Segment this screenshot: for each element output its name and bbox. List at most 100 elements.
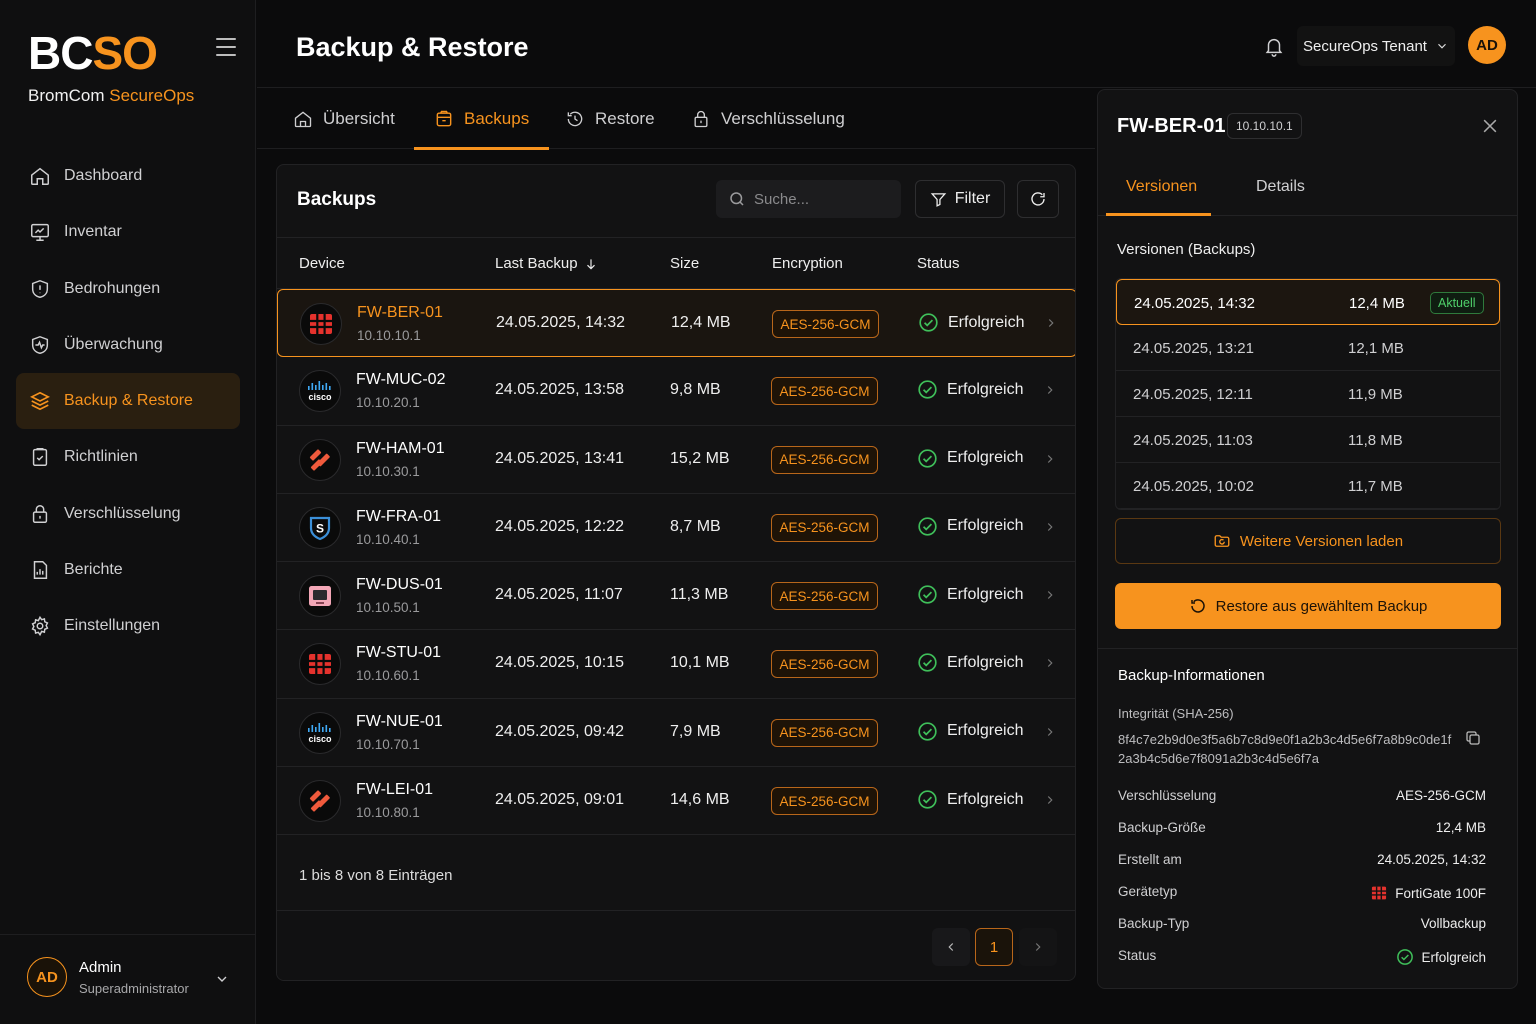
info-row: Erstellt am 24.05.2025, 14:32: [1118, 852, 1486, 867]
sidebar-item-verschluesselung[interactable]: Verschlüsselung: [16, 486, 240, 542]
cisco-icon: cisco: [299, 711, 341, 754]
column-encryption[interactable]: Encryption: [772, 255, 843, 272]
chevron-right-icon[interactable]: [1043, 725, 1057, 744]
archive-icon: [436, 110, 452, 127]
version-row[interactable]: 24.05.2025, 14:32 12,4 MB Aktuell: [1116, 279, 1500, 325]
clipboard-icon: [28, 445, 52, 469]
copy-icon[interactable]: [1464, 729, 1482, 752]
avatar[interactable]: AD: [1468, 26, 1506, 64]
status-cell: Erfolgreich: [917, 584, 1023, 605]
sidebar-item-richtlinien[interactable]: Richtlinien: [16, 429, 240, 485]
menu-icon[interactable]: [216, 38, 236, 56]
device-ip: 10.10.60.1: [356, 668, 420, 684]
tab-details[interactable]: Details: [1256, 178, 1305, 195]
next-page-button[interactable]: [1019, 928, 1057, 966]
arrow-down-icon: [586, 259, 595, 270]
pagination: 1: [277, 910, 1075, 980]
table-row[interactable]: FW-BER-01 10.10.10.1 24.05.2025, 14:32 12,4…: [277, 289, 1075, 358]
version-row[interactable]: 24.05.2025, 12:11 11,9 MB: [1116, 371, 1500, 417]
status-cell: Erfolgreich: [917, 652, 1023, 673]
info-value: 12,4 MB: [1435, 820, 1486, 835]
chevron-down-icon[interactable]: [214, 971, 230, 992]
column-size[interactable]: Size: [670, 255, 700, 272]
table-row[interactable]: FW-HAM-01 10.10.30.1 24.05.2025, 13:41 15,2…: [277, 426, 1075, 494]
sidebar-item-bedrohungen[interactable]: Bedrohungen: [16, 261, 240, 317]
filter-button[interactable]: Filter: [915, 180, 1005, 218]
sidebar-item-einstellungen[interactable]: Einstellungen: [16, 598, 240, 654]
table-row[interactable]: FW-DUS-01 10.10.50.1 24.05.2025, 11:07 11,3…: [277, 562, 1075, 631]
table-row[interactable]: FW-STU-01 10.10.60.1 24.05.2025, 10:15 10,1…: [277, 630, 1075, 699]
close-icon[interactable]: [1480, 116, 1500, 141]
sidebar-item-berichte[interactable]: Berichte: [16, 542, 240, 598]
sidebar-item-dashboard[interactable]: Dashboard: [16, 148, 240, 204]
active-tab-indicator: [1106, 213, 1211, 216]
info-row: Verschlüsselung AES-256-GCM: [1118, 788, 1486, 803]
user-name: Admin: [79, 959, 122, 976]
fortinet-icon: [299, 643, 341, 686]
backup-size: 14,6 MB: [670, 791, 730, 809]
version-row[interactable]: 24.05.2025, 11:03 11,8 MB: [1116, 417, 1500, 463]
sidebar: BCSO BromCom SecureOps Dashboard Inventa…: [0, 0, 256, 1024]
chevron-right-icon[interactable]: [1043, 656, 1057, 675]
last-backup-date: 24.05.2025, 09:01: [495, 791, 625, 809]
panel-device-name: FW-BER-01: [1117, 115, 1226, 137]
tab-verschluesselung[interactable]: Verschlüsselung: [691, 89, 845, 149]
version-row[interactable]: 24.05.2025, 13:21 12,1 MB: [1116, 325, 1500, 371]
tab-versionen[interactable]: Versionen: [1126, 178, 1198, 195]
sidebar-item-backup-restore[interactable]: Backup & Restore: [16, 373, 240, 430]
check-circle-icon: [918, 380, 937, 399]
brand-logo[interactable]: BCSO: [28, 27, 158, 79]
user-role: Superadministrator: [79, 981, 189, 996]
chevron-right-icon: [1035, 943, 1041, 951]
info-title: Backup-Informationen: [1118, 667, 1265, 684]
search-box[interactable]: [716, 180, 901, 218]
prev-page-button[interactable]: [932, 928, 970, 966]
restore-button[interactable]: Restore aus gewähltem Backup: [1115, 583, 1501, 629]
status-cell: Erfolgreich: [918, 312, 1024, 333]
svg-text:S: S: [316, 521, 324, 535]
bell-icon[interactable]: [1263, 34, 1285, 63]
column-device[interactable]: Device: [299, 255, 345, 272]
check-circle-icon: [919, 313, 938, 332]
version-row[interactable]: 24.05.2025, 10:02 11,7 MB: [1116, 463, 1500, 509]
table-row[interactable]: S FW-FRA-01 10.10.40.1 24.05.2025, 12:22 8,7…: [277, 494, 1075, 563]
version-date: 24.05.2025, 12:11: [1133, 386, 1253, 403]
encryption-badge: AES-256-GCM: [771, 718, 878, 747]
table-row[interactable]: cisco FW-NUE-01 10.10.70.1 24.05.2025, 09:4…: [277, 699, 1075, 768]
encryption-badge: AES-256-GCM: [771, 445, 878, 474]
last-backup-date: 24.05.2025, 09:42: [495, 722, 625, 740]
home-icon: [294, 111, 312, 128]
load-more-versions-button[interactable]: Weitere Versionen laden: [1115, 518, 1501, 564]
version-date: 24.05.2025, 10:02: [1133, 478, 1254, 495]
tenant-selector[interactable]: SecureOps Tenant: [1297, 26, 1455, 66]
search-input[interactable]: [754, 190, 894, 208]
last-backup-date: 24.05.2025, 12:22: [495, 517, 625, 535]
chevron-right-icon[interactable]: [1043, 520, 1057, 539]
sidebar-item-label: Bedrohungen: [64, 279, 161, 297]
column-status[interactable]: Status: [917, 255, 960, 272]
table-row[interactable]: cisco FW-MUC-02 10.10.20.1 24.05.2025, 13:5…: [277, 357, 1075, 426]
chevron-right-icon[interactable]: [1043, 383, 1057, 402]
page-button-current[interactable]: 1: [975, 928, 1013, 966]
table-row[interactable]: FW-LEI-01 10.10.80.1 24.05.2025, 09:01 14,6…: [277, 767, 1075, 836]
chevron-right-icon[interactable]: [1043, 793, 1057, 812]
info-value: Vollbackup: [1420, 916, 1486, 931]
tab-restore[interactable]: Restore: [565, 89, 655, 149]
tab-uebersicht[interactable]: Übersicht: [293, 89, 395, 149]
user-menu[interactable]: AD Admin Superadministrator: [0, 934, 256, 1024]
status-text: Erfolgreich: [947, 722, 1024, 740]
versions-list: 24.05.2025, 14:32 12,4 MB Aktuell 24.05.202…: [1115, 278, 1501, 510]
tab-backups[interactable]: Backups: [413, 89, 550, 150]
chevron-right-icon[interactable]: [1043, 588, 1057, 607]
current-badge: Aktuell: [1430, 292, 1484, 314]
sidebar-item-ueberwachung[interactable]: Überwachung: [16, 317, 240, 373]
backup-size: 11,3 MB: [670, 586, 729, 604]
status-cell: Erfolgreich: [917, 448, 1023, 469]
sidebar-item-inventar[interactable]: Inventar: [16, 204, 240, 260]
status-text: Erfolgreich: [948, 313, 1025, 331]
sidebar-nav: Dashboard Inventar Bedrohungen Überwachu…: [16, 148, 240, 655]
chevron-right-icon[interactable]: [1044, 316, 1058, 335]
chevron-right-icon[interactable]: [1043, 452, 1057, 471]
column-last-backup[interactable]: Last Backup: [495, 255, 598, 272]
refresh-button[interactable]: [1017, 180, 1059, 218]
